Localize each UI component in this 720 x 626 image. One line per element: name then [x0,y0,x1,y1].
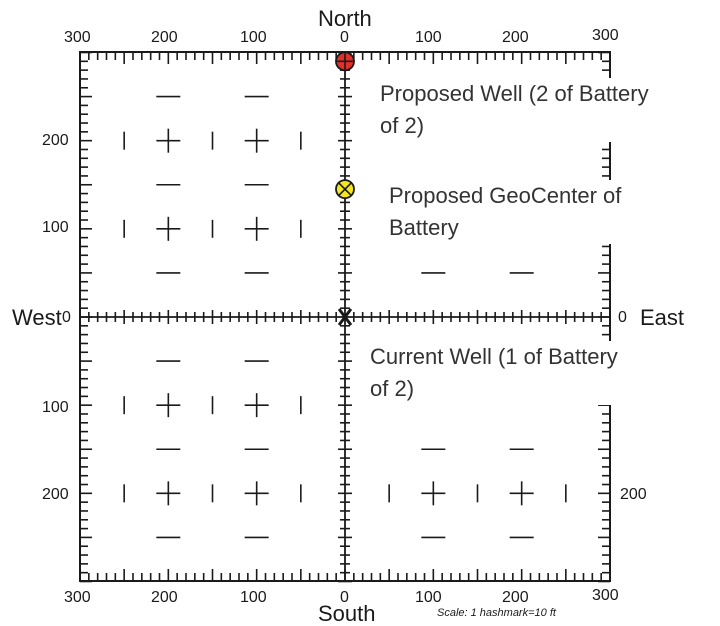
right-tick-200: 200 [620,486,647,503]
geocenter-label: Proposed GeoCenter of Battery [389,180,709,244]
geocenter-label-line1: Proposed GeoCenter of [389,183,622,208]
left-tick-200-south: 200 [42,486,69,503]
left-tick-100-north: 100 [42,219,69,236]
scale-note: Scale: 1 hashmark=10 ft [437,607,556,619]
bottom-tick-200-west: 200 [151,589,178,606]
bottom-tick-300-west: 300 [64,589,91,606]
geocenter-label-line2: Battery [389,214,459,240]
top-tick-100-west: 100 [240,29,267,46]
left-tick-200-north: 200 [42,132,69,149]
east-label: East [640,305,685,330]
current-well-label-line2: of 2) [370,375,415,401]
top-tick-100-east: 100 [415,29,442,46]
top-tick-300-west: 300 [64,29,91,46]
top-tick-200-west: 200 [151,29,178,46]
proposed-well-label-line1: Proposed Well (2 of Battery [380,81,649,106]
south-label: South [318,601,376,626]
bottom-tick-300-east: 300 [592,587,619,604]
current-well-label: Current Well (1 of Battery of 2) [370,341,670,405]
left-tick-100-south: 100 [42,399,69,416]
current-well-marker-x2 [337,308,353,326]
bottom-tick-100-east: 100 [415,589,442,606]
west-label: West [12,305,62,330]
geocenter-marker-x2 [338,182,352,196]
top-tick-300-east: 300 [592,27,619,44]
left-tick-0: 0 [62,309,71,326]
bottom-tick-100-west: 100 [240,589,267,606]
proposed-well-label: Proposed Well (2 of Battery of 2) [380,78,710,142]
right-tick-0: 0 [618,309,627,326]
bottom-tick-0: 0 [340,589,349,606]
top-tick-200-east: 200 [502,29,529,46]
north-label: North [318,6,372,31]
bottom-tick-200-east: 200 [502,589,529,606]
current-well-label-line1: Current Well (1 of Battery [370,344,618,369]
proposed-well-label-line2: of 2) [380,112,425,138]
well-markers [335,51,355,326]
top-tick-0: 0 [340,29,349,46]
